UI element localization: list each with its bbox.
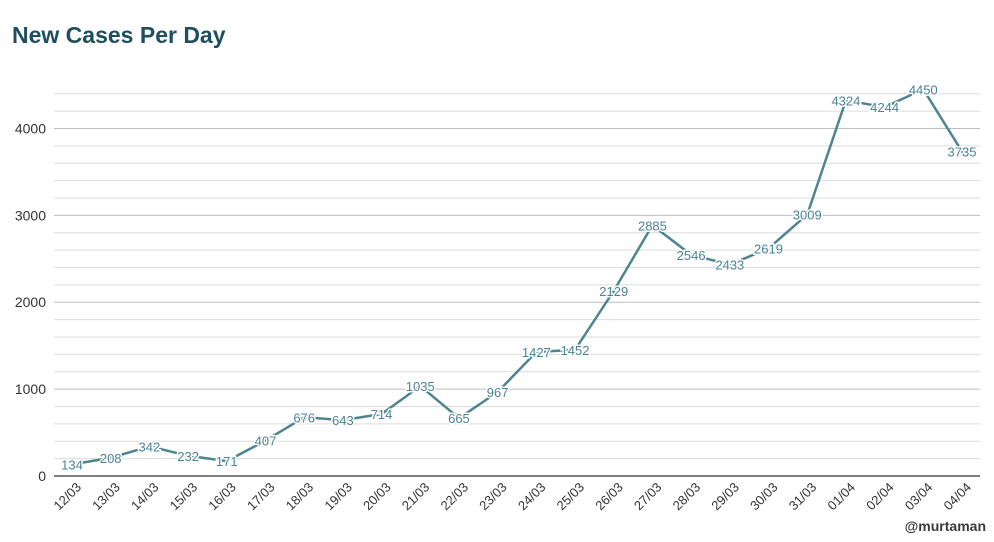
x-tick-label: 17/03	[244, 480, 278, 514]
data-point	[457, 416, 461, 420]
x-tick-label: 03/04	[902, 480, 936, 514]
data-point	[225, 459, 229, 463]
data-point	[380, 412, 384, 416]
y-tick-label: 0	[38, 468, 46, 484]
x-tick-label: 04/04	[941, 480, 975, 514]
data-label: 3735	[948, 144, 977, 159]
data-labels: 134 208 342 232 171 407 676 643 714 1035 665 967 142…	[60, 81, 978, 474]
x-tick-label: 23/03	[476, 480, 510, 514]
x-tick-label: 28/03	[670, 480, 704, 514]
data-point	[109, 456, 113, 460]
data-point	[612, 289, 616, 293]
data-label: 676	[293, 410, 315, 425]
data-label: 1035	[406, 379, 435, 394]
data-label: 1427	[522, 345, 551, 360]
data-point	[921, 87, 925, 91]
data-point	[534, 350, 538, 354]
data-label: 714	[371, 407, 393, 422]
data-point	[728, 263, 732, 267]
y-tick-label: 3000	[15, 207, 46, 223]
data-point	[341, 418, 345, 422]
data-label: 208	[100, 451, 122, 466]
x-tick-label: 31/03	[786, 480, 820, 514]
x-tick-label: 12/03	[51, 480, 85, 514]
x-tick-label: 25/03	[554, 480, 588, 514]
x-tick-label: 18/03	[283, 480, 317, 514]
x-tick-label: 02/04	[863, 480, 897, 514]
data-point	[263, 439, 267, 443]
data-point	[650, 223, 654, 227]
x-tick-label: 01/04	[824, 480, 858, 514]
data-label: 2129	[599, 284, 628, 299]
chart-title: New Cases Per Day	[12, 22, 226, 48]
data-label: 4244	[870, 100, 899, 115]
data-point	[70, 462, 74, 466]
data-point	[496, 390, 500, 394]
data-label: 2885	[638, 218, 667, 233]
y-axis: 0 1000 2000 3000 4000	[15, 120, 46, 484]
data-point	[302, 415, 306, 419]
x-axis: 12/03 13/03 14/03 15/03 16/03 17/03 18/03 19/03…	[51, 480, 975, 514]
data-point	[573, 348, 577, 352]
data-point	[689, 253, 693, 257]
data-label: 342	[139, 439, 161, 454]
x-tick-label: 22/03	[437, 480, 471, 514]
data-label: 2433	[715, 258, 744, 273]
data-label: 2619	[754, 241, 783, 256]
x-tick-label: 24/03	[515, 480, 549, 514]
data-label: 4450	[909, 82, 938, 97]
x-tick-label: 20/03	[360, 480, 394, 514]
x-tick-label: 26/03	[592, 480, 626, 514]
series-line	[70, 88, 964, 466]
data-point	[767, 246, 771, 250]
data-point	[147, 444, 151, 448]
data-label: 967	[487, 385, 509, 400]
data-label: 1452	[561, 343, 590, 358]
series	[70, 87, 964, 466]
data-point	[844, 98, 848, 102]
x-tick-label: 27/03	[631, 480, 665, 514]
x-tick-label: 19/03	[321, 480, 355, 514]
data-label: 171	[216, 454, 238, 469]
x-tick-label: 29/03	[708, 480, 742, 514]
data-label: 232	[177, 449, 199, 464]
x-tick-label: 16/03	[205, 480, 239, 514]
x-tick-label: 15/03	[167, 480, 201, 514]
x-tick-label: 13/03	[89, 480, 123, 514]
data-label: 3009	[793, 208, 822, 223]
x-tick-label: 21/03	[399, 480, 433, 514]
y-tick-label: 4000	[15, 120, 46, 136]
data-point	[418, 384, 422, 388]
data-label: 407	[255, 434, 277, 449]
data-point	[186, 454, 190, 458]
y-tick-label: 2000	[15, 294, 46, 310]
data-point	[960, 149, 964, 153]
data-label: 2546	[677, 248, 706, 263]
credit-text: @murtaman	[904, 518, 986, 534]
data-label: 134	[61, 457, 83, 472]
data-point	[883, 105, 887, 109]
data-label: 665	[448, 411, 470, 426]
grid	[54, 93, 980, 477]
data-point	[805, 213, 809, 217]
x-tick-label: 14/03	[128, 480, 162, 514]
data-label: 643	[332, 413, 354, 428]
data-label: 4324	[831, 93, 860, 108]
x-tick-label: 30/03	[747, 480, 781, 514]
y-tick-label: 1000	[15, 381, 46, 397]
